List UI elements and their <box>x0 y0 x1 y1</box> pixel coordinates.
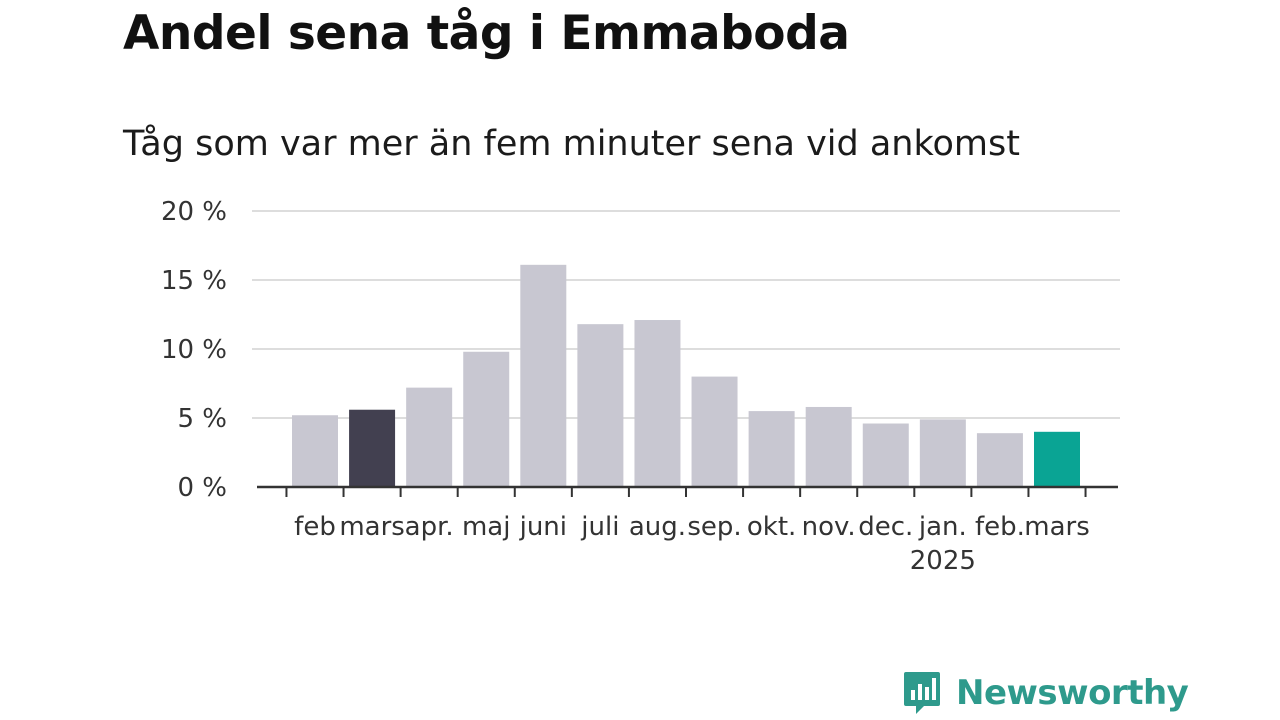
x-tick-label: aug. <box>629 512 686 542</box>
x-tick-label: feb. <box>975 512 1025 542</box>
newsworthy-logo: Newsworthy <box>902 670 1189 716</box>
x-tick-label: sep. <box>687 512 741 542</box>
x-tick-label: feb <box>294 512 336 542</box>
x-year-label: 2025 <box>910 546 976 576</box>
bar-chart: 0 %5 %10 %15 %20 %feb mars apr. maj juni juli… <box>161 197 1120 576</box>
bar <box>691 376 738 487</box>
bar <box>463 351 510 487</box>
bar <box>976 433 1023 487</box>
x-tick-label: dec. <box>858 512 913 542</box>
bar <box>292 415 338 487</box>
x-tick-label: juli <box>580 512 619 542</box>
x-tick-label: maj <box>462 512 510 542</box>
x-tick-label: juni <box>519 512 567 542</box>
bar <box>520 264 567 487</box>
x-tick-label: nov. <box>802 512 856 542</box>
bar <box>805 406 852 487</box>
bar <box>406 387 453 487</box>
y-tick-label: 5 % <box>177 404 227 434</box>
newsworthy-logo-icon <box>904 672 940 714</box>
bar <box>634 320 681 487</box>
y-tick-label: 0 % <box>177 473 227 503</box>
x-tick-label: apr. <box>405 512 454 542</box>
newsworthy-logo-text: Newsworthy <box>956 673 1189 713</box>
bar <box>919 419 966 487</box>
y-tick-label: 20 % <box>161 197 227 227</box>
bar <box>349 409 396 487</box>
chart-title: Andel sena tåg i Emmaboda <box>123 6 850 61</box>
bar <box>748 411 795 487</box>
bar <box>577 324 624 487</box>
x-tick-label: mars <box>1024 512 1090 542</box>
y-tick-label: 10 % <box>161 335 227 365</box>
x-tick-label: okt. <box>747 512 796 542</box>
chart-subtitle: Tåg som var mer än fem minuter sena vid … <box>123 124 1020 164</box>
x-tick-label: mars <box>339 512 405 542</box>
bar <box>1034 431 1080 487</box>
x-tick-label: jan. <box>918 512 967 542</box>
y-tick-label: 15 % <box>161 266 227 296</box>
bar <box>862 423 909 487</box>
